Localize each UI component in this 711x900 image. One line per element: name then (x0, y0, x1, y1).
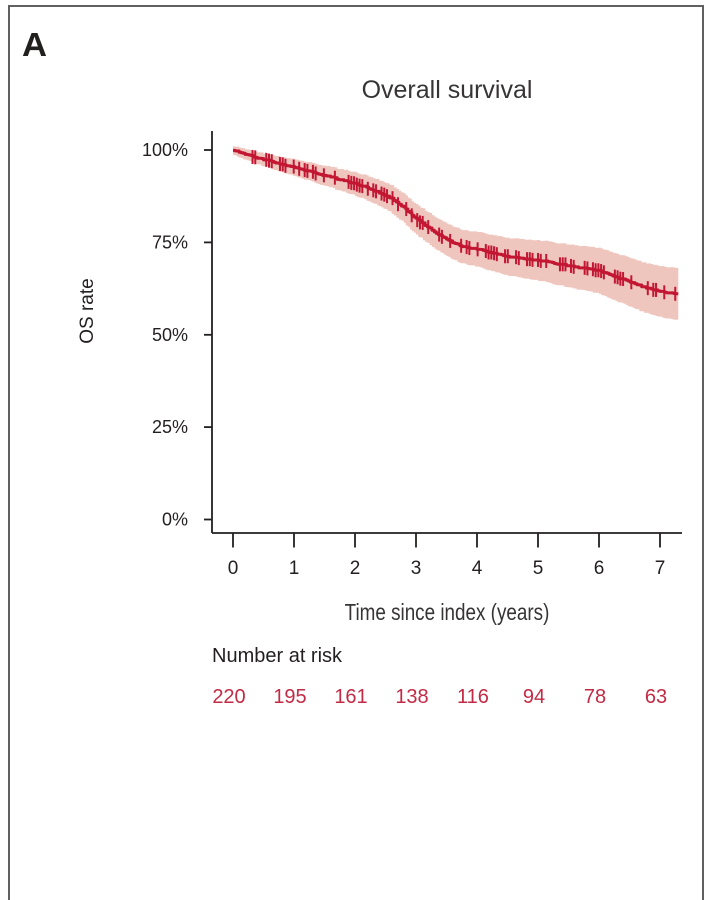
svg-text:0%: 0% (162, 510, 188, 530)
svg-text:7: 7 (655, 558, 666, 579)
svg-text:4: 4 (472, 558, 483, 579)
svg-text:6: 6 (594, 558, 605, 579)
svg-text:2: 2 (350, 558, 361, 579)
svg-text:25%: 25% (152, 417, 188, 437)
svg-text:0: 0 (228, 558, 239, 579)
svg-text:75%: 75% (152, 232, 188, 252)
svg-text:3: 3 (411, 558, 422, 579)
svg-text:50%: 50% (152, 325, 188, 345)
svg-text:1: 1 (289, 558, 300, 579)
svg-text:100%: 100% (142, 140, 188, 160)
svg-text:5: 5 (533, 558, 544, 579)
